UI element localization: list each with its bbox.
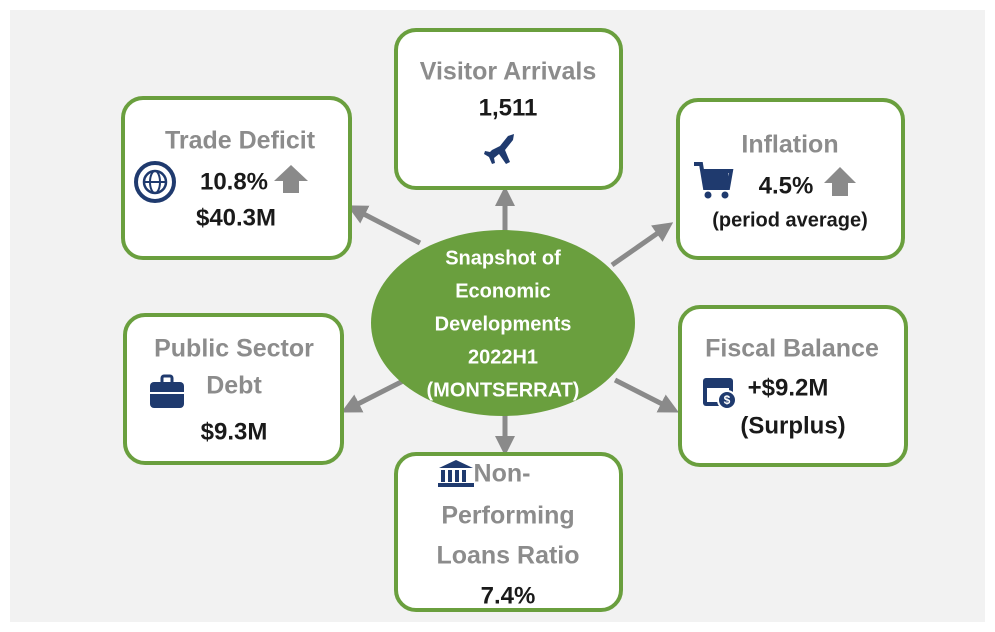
arrow [347, 205, 422, 246]
card [123, 313, 344, 465]
card-value: +$9.2M [748, 374, 829, 401]
center-text: (MONTSERRAT) [427, 379, 580, 401]
arrow [341, 377, 407, 413]
up-arrow [824, 167, 856, 196]
plane-icon [484, 134, 514, 164]
card-value: 4.5% [759, 172, 814, 199]
center-ellipse [371, 230, 635, 416]
card-value: (period average) [712, 209, 868, 231]
card-title: Non- [474, 460, 531, 488]
up-arrow [274, 165, 308, 193]
card [394, 452, 623, 612]
center-text: 2022H1 [468, 346, 538, 368]
card [394, 28, 623, 190]
card-title: Fiscal Balance [705, 335, 879, 363]
card-title: Debt [206, 372, 262, 400]
card-title: Inflation [741, 131, 838, 159]
arrow [610, 222, 674, 268]
card-value: 1,511 [479, 94, 538, 121]
card-value: (Surplus) [740, 412, 845, 439]
calendar-icon: $ [703, 378, 737, 410]
card [676, 98, 905, 260]
globe-icon [134, 161, 176, 203]
cart-icon [694, 162, 734, 199]
card-title: Public Sector [154, 335, 314, 363]
card [678, 305, 908, 467]
card-title: Visitor Arrivals [420, 58, 596, 86]
card-title: Performing [441, 502, 574, 530]
arrow [613, 377, 679, 413]
center-text: Developments [435, 313, 572, 335]
card-value: $9.3M [201, 418, 268, 445]
card-title: Trade Deficit [165, 127, 316, 155]
card-title: Loans Ratio [436, 542, 579, 570]
card-value: $40.3M [196, 204, 276, 231]
bank-icon [438, 460, 474, 487]
connectors [341, 186, 679, 456]
dollar-glyph: $ [724, 393, 731, 407]
card-value: 10.8% [200, 168, 268, 195]
center-text: Economic [455, 280, 551, 302]
center-text: Snapshot of [445, 247, 561, 269]
card-value: 7.4% [481, 582, 536, 609]
card [121, 96, 352, 260]
briefcase-icon [150, 374, 184, 408]
